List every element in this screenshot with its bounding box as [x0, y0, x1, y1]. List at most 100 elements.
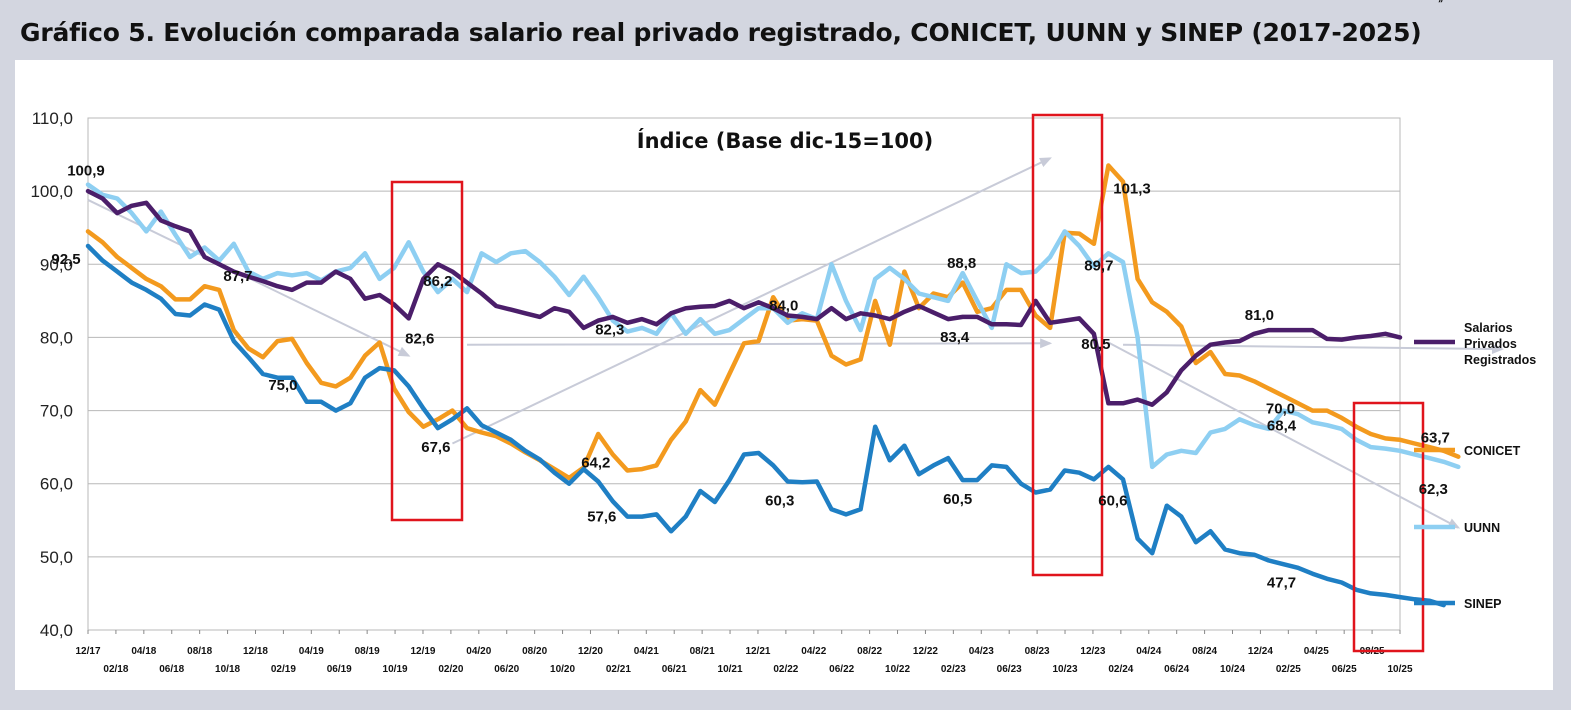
x-tick-label: 06/25	[1332, 664, 1357, 675]
x-tick-label: 04/22	[801, 646, 826, 657]
series-line-sinep	[85, 243, 1446, 608]
x-tick-label: 12/23	[1080, 646, 1105, 657]
series-line-uunn	[85, 182, 1461, 470]
chart-title: Gráfico 5. Evolución comparada salario r…	[20, 18, 1422, 47]
x-tick-label: 06/18	[159, 664, 184, 675]
y-tick-label: 60,0	[40, 475, 73, 494]
data-label: 68,4	[1267, 417, 1297, 434]
x-tick-label: 10/19	[383, 664, 408, 675]
x-tick-label: 02/23	[941, 664, 966, 675]
chart-subtitle: Índice (Base dic-15=100)	[637, 128, 933, 153]
y-tick-label: 100,0	[30, 182, 73, 201]
x-tick-label: 08/21	[690, 646, 715, 657]
legend-label: UUNN	[1464, 521, 1500, 535]
x-tick-label: 02/21	[606, 664, 631, 675]
y-tick-label: 110,0	[32, 109, 73, 128]
x-tick-label: 02/22	[773, 664, 798, 675]
x-tick-label: 10/25	[1387, 664, 1412, 675]
y-tick-label: 90,0	[40, 255, 73, 274]
y-tick-label: 80,0	[40, 328, 73, 347]
x-tick-label: 08/22	[857, 646, 882, 657]
legend-label: SINEP	[1464, 597, 1502, 611]
legend-label: CONICET	[1464, 444, 1521, 458]
x-tick-label: 06/24	[1164, 664, 1189, 675]
data-label: 67,6	[421, 439, 450, 456]
y-tick-label: 50,0	[40, 548, 73, 567]
data-label: 47,7	[1267, 575, 1296, 592]
x-tick-label: 04/21	[634, 646, 659, 657]
x-tick-label: 06/20	[494, 664, 519, 675]
data-label: 57,6	[587, 508, 616, 525]
trend-arrow	[1123, 343, 1505, 355]
x-tick-label: 10/22	[885, 664, 910, 675]
series-line-salarios-privados-registrados	[85, 188, 1403, 407]
data-label: 88,8	[947, 255, 976, 272]
x-tick-label: 12/18	[243, 646, 268, 657]
x-tick-label: 12/24	[1248, 646, 1273, 657]
data-label: 63,7	[1421, 430, 1450, 447]
x-tick-label: 06/21	[662, 664, 687, 675]
data-label: 60,6	[1098, 492, 1127, 509]
x-tick-label: 08/23	[1025, 646, 1050, 657]
data-label: 101,3	[1113, 181, 1151, 198]
data-label: 75,0	[268, 377, 297, 394]
x-tick-label: 10/18	[215, 664, 240, 675]
x-tick-label: 04/20	[466, 646, 491, 657]
data-label: 80,0	[1421, 0, 1450, 4]
data-label: 64,2	[581, 454, 610, 471]
trend-arrow	[452, 157, 1052, 445]
data-label: 82,6	[405, 330, 434, 347]
x-tick-label: 04/25	[1304, 646, 1329, 657]
x-tick-label: 12/21	[745, 646, 770, 657]
legend-label: Salarios Privados Registrados	[1464, 321, 1536, 367]
data-label: 80,5	[1081, 336, 1110, 353]
x-tick-label: 08/19	[355, 646, 380, 657]
x-tick-label: 08/18	[187, 646, 212, 657]
data-label: 100,9	[67, 163, 105, 180]
x-tick-label: 02/20	[438, 664, 463, 675]
data-label: 81,0	[1245, 307, 1274, 324]
x-tick-label: 12/22	[913, 646, 938, 657]
data-label: 60,5	[943, 491, 972, 508]
data-label: 89,7	[1084, 257, 1113, 274]
x-tick-label: 12/17	[75, 646, 100, 657]
trend-arrow	[467, 338, 1053, 349]
data-label: 70,0	[1266, 401, 1295, 418]
x-tick-label: 06/22	[829, 664, 854, 675]
x-tick-label: 08/24	[1192, 646, 1217, 657]
data-label: 83,4	[940, 329, 970, 346]
x-tick-label: 04/24	[1136, 646, 1161, 657]
x-tick-label: 04/19	[299, 646, 324, 657]
x-tick-label: 02/25	[1276, 664, 1301, 675]
data-label: 60,3	[765, 493, 794, 510]
highlight-box	[1031, 113, 1104, 577]
x-tick-label: 02/18	[103, 664, 128, 675]
x-tick-label: 06/19	[327, 664, 352, 675]
plot-frame	[87, 117, 1401, 631]
x-tick-label: 02/24	[1108, 664, 1133, 675]
data-label: 92,5	[51, 251, 80, 268]
x-tick-label: 10/23	[1053, 664, 1078, 675]
data-label: 84,0	[769, 297, 798, 314]
x-tick-label: 04/18	[131, 646, 156, 657]
data-label: 43,4	[1423, 0, 1453, 4]
x-tick-label: 06/23	[997, 664, 1022, 675]
data-label: 87,7	[223, 268, 252, 285]
x-tick-label: 02/19	[271, 664, 296, 675]
trend-arrow	[1107, 341, 1461, 529]
series-line-conicet	[85, 163, 1461, 481]
y-tick-label: 70,0	[40, 402, 73, 421]
x-tick-label: 04/23	[969, 646, 994, 657]
x-tick-label: 10/21	[718, 664, 743, 675]
x-tick-label: 10/20	[550, 664, 575, 675]
y-tick-label: 40,0	[40, 621, 73, 640]
x-tick-label: 08/20	[522, 646, 547, 657]
x-tick-label: 12/19	[410, 646, 435, 657]
x-tick-label: 10/24	[1220, 664, 1245, 675]
data-label: 86,2	[423, 273, 452, 290]
highlight-box	[390, 180, 464, 522]
x-tick-label: 12/20	[578, 646, 603, 657]
data-label: 62,3	[1419, 481, 1448, 498]
data-label: 82,3	[595, 322, 624, 339]
